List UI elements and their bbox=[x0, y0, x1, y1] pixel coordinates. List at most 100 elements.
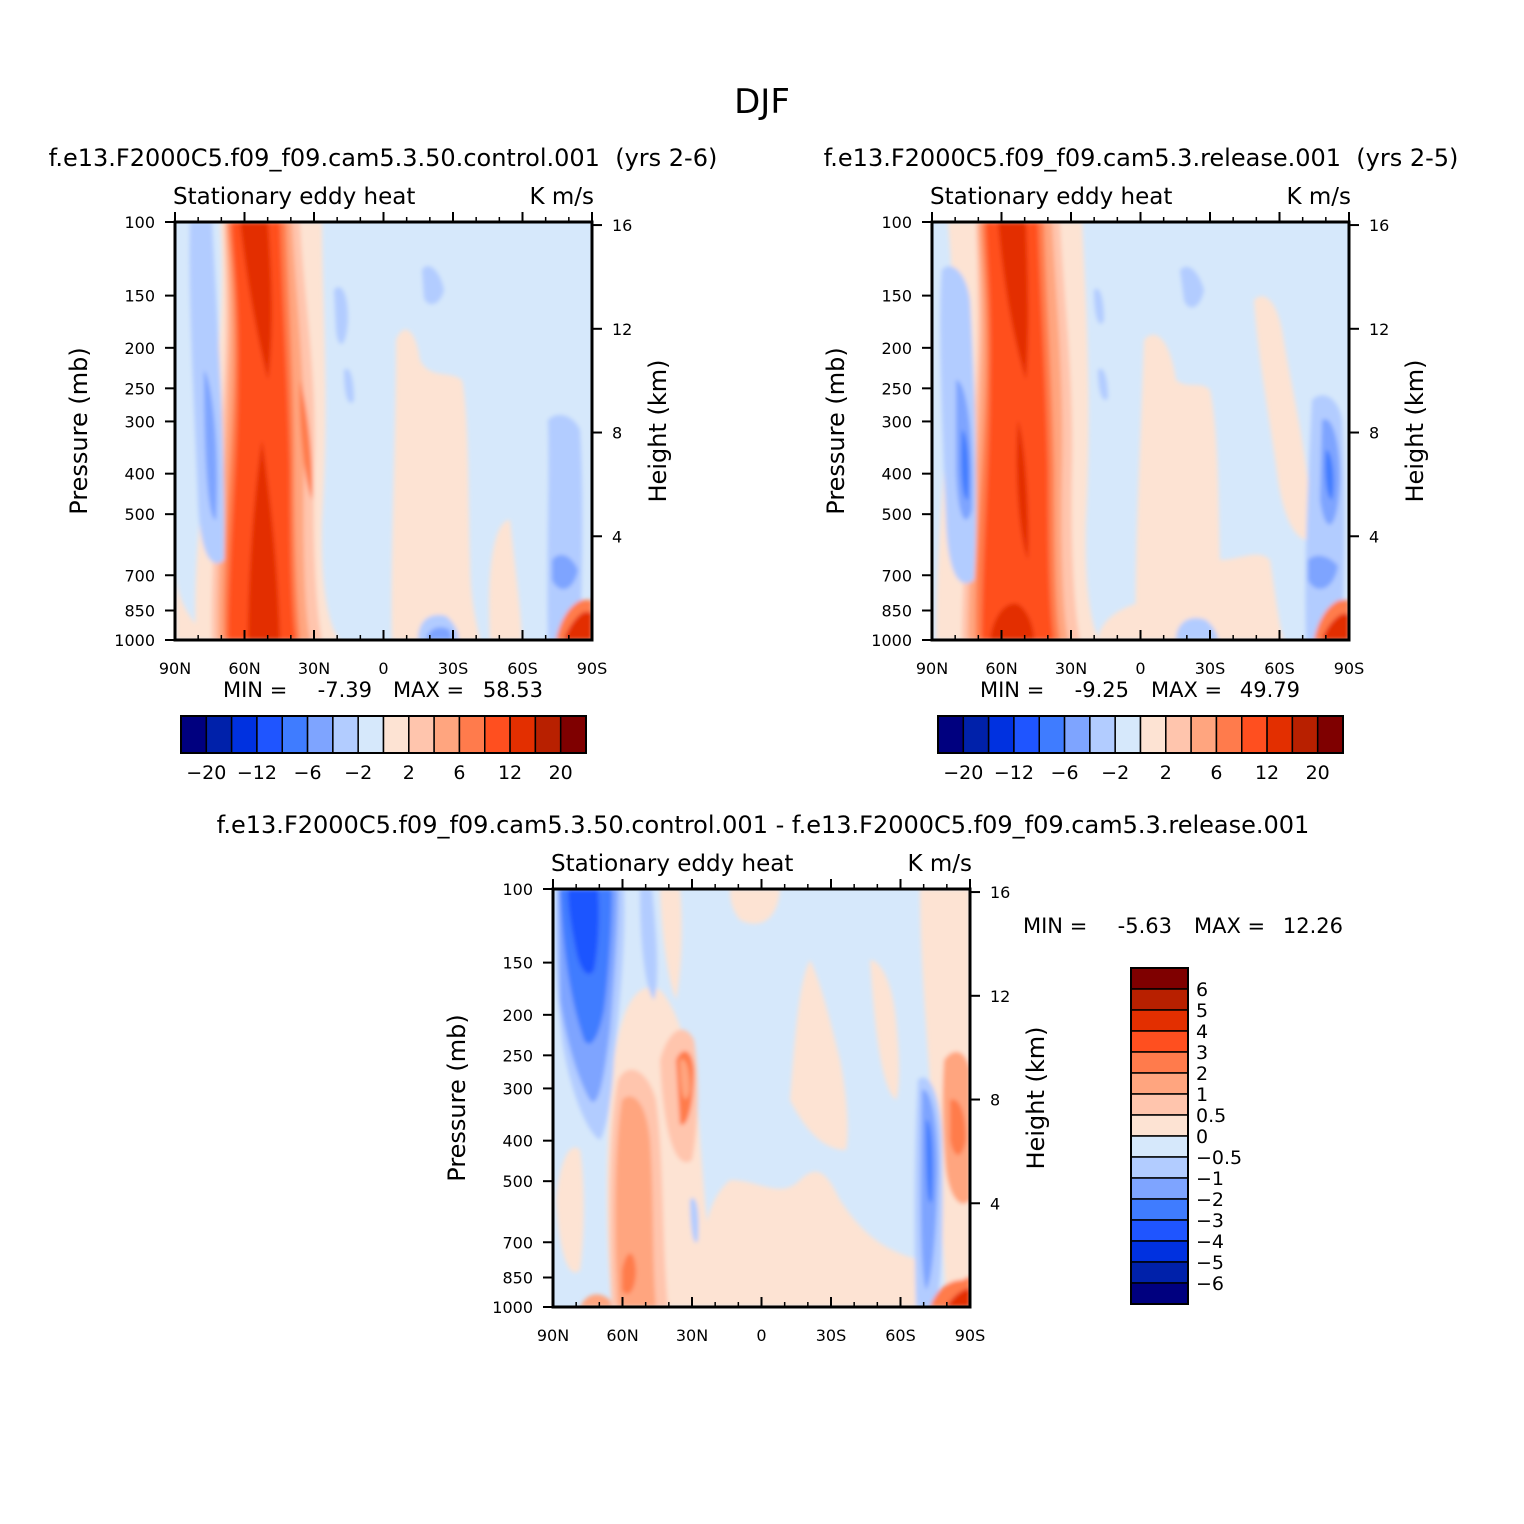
panel-control-colorbar-label: 2 bbox=[403, 762, 415, 784]
panel-release-colorbar-swatch bbox=[1266, 715, 1294, 754]
panel-release-colorbar-swatch bbox=[962, 715, 990, 754]
panel-difference-rtick-label: 4 bbox=[990, 1194, 1000, 1213]
panel-release-rtick-label: 12 bbox=[1369, 320, 1389, 339]
panel-release-ytick-label: 400 bbox=[881, 465, 912, 484]
panel-control-colorbar-swatch bbox=[205, 715, 233, 754]
panel-difference-colorbar-label: −1 bbox=[1196, 1168, 1224, 1190]
panel-difference-ytick-label: 150 bbox=[502, 954, 533, 973]
panel-control-ytick-label: 500 bbox=[124, 505, 155, 524]
panel-difference-colorbar-swatch bbox=[1130, 1093, 1189, 1116]
panel-control-ytick-label: 850 bbox=[124, 601, 155, 620]
panel-difference-colorbar-label: 2 bbox=[1196, 1063, 1208, 1085]
panel-control-colorbar-frame bbox=[180, 715, 587, 754]
panel-difference-ytick-label: 700 bbox=[502, 1233, 533, 1252]
panel-difference-colorbar-swatch bbox=[1130, 1219, 1189, 1242]
panel-release-ytick-label: 200 bbox=[881, 339, 912, 358]
panel-difference-colorbar-swatch bbox=[1130, 1072, 1189, 1095]
panel-release-ytick-label: 150 bbox=[881, 287, 912, 306]
panel-release-colorbar-label: −20 bbox=[943, 762, 983, 784]
panel-difference-colorbar-swatch bbox=[1130, 967, 1189, 990]
panel-difference-colorbar-swatch bbox=[1130, 1051, 1189, 1074]
panel-difference-right-ylabel: Height (km) bbox=[1022, 1027, 1050, 1170]
panel-control-colorbar-label: −20 bbox=[186, 762, 226, 784]
axes-layer: 90N 60N 30N 0 30S 60S 90S 100 150 200 250 300 400 500… bbox=[65, 212, 1429, 1345]
panel-control-ytick-label: 1000 bbox=[114, 631, 155, 650]
panel-control-colorbar-swatch bbox=[559, 715, 587, 754]
panel-control-ytick-label: 200 bbox=[124, 339, 155, 358]
panel-control-colorbar-swatch bbox=[382, 715, 410, 754]
panel-control-colorbar-swatch bbox=[509, 715, 537, 754]
panel-difference-rtick-label: 16 bbox=[990, 883, 1010, 902]
panel-control-xtick-label: 30N bbox=[298, 659, 330, 678]
panel-release-colorbar-swatch bbox=[1038, 715, 1066, 754]
panel-difference-xtick-label: 30N bbox=[676, 1326, 708, 1345]
panel-control-colorbar-swatch bbox=[408, 715, 435, 754]
panel-control-title: f.e13.F2000C5.f09_f09.cam5.3.50.control.… bbox=[49, 144, 718, 172]
panel-release-right-ylabel: Height (km) bbox=[1401, 360, 1429, 503]
panel-difference-xtick-label: 60N bbox=[606, 1326, 638, 1345]
panel-control-contours bbox=[175, 222, 592, 640]
panel-control-colorbar-swatch bbox=[256, 715, 283, 754]
panel-release-xtick-label: 60S bbox=[1264, 659, 1295, 678]
panel-release-title: f.e13.F2000C5.f09_f09.cam5.3.release.001… bbox=[824, 144, 1459, 172]
panel-control-ytick-label: 100 bbox=[124, 213, 155, 232]
panel-difference-ytick-label: 100 bbox=[502, 880, 533, 899]
panel-control-colorbar-label: −6 bbox=[294, 762, 322, 784]
panel-difference-contours bbox=[553, 889, 970, 1307]
panel-difference-colorbar-swatch bbox=[1130, 1135, 1189, 1158]
panel-release-colorbar-swatch bbox=[1013, 715, 1040, 754]
panel-release-colorbar-swatch bbox=[937, 715, 965, 754]
panel-release-ytick-label: 500 bbox=[881, 505, 912, 524]
panel-control: f.e13.F2000C5.f09_f09.cam5.3.50.control.… bbox=[49, 144, 718, 642]
panel-difference-max-value: 12.26 bbox=[1283, 914, 1343, 938]
panel-difference-colorbar-label: −2 bbox=[1196, 1189, 1224, 1211]
panel-difference-rtick-label: 8 bbox=[990, 1091, 1000, 1110]
panel-difference-xtick-label: 0 bbox=[756, 1326, 766, 1345]
panel-release-ytick-label: 300 bbox=[881, 412, 912, 431]
panel-control-rtick-label: 12 bbox=[612, 320, 632, 339]
panel-release-units: K m/s bbox=[1286, 184, 1351, 210]
panel-control-colorbar-label: −2 bbox=[344, 762, 372, 784]
panel-difference-xtick-label: 60S bbox=[885, 1326, 916, 1345]
panel-control-min-value: -7.39 bbox=[318, 678, 372, 702]
panel-control-colorbar-swatch bbox=[357, 715, 385, 754]
panel-release-xtick-label: 90N bbox=[916, 659, 948, 678]
panel-difference-colorbar-frame bbox=[1130, 967, 1189, 1305]
panel-release-ytick-label: 700 bbox=[881, 566, 912, 585]
panel-difference-colorbar-swatch bbox=[1130, 1030, 1189, 1053]
panel-release-colorbar-swatch bbox=[1190, 715, 1218, 754]
panel-difference-colorbar-label: −0.5 bbox=[1196, 1147, 1242, 1169]
panel-difference-units: K m/s bbox=[907, 851, 972, 877]
panel-release-colorbar-swatch bbox=[1291, 715, 1319, 754]
panel-difference-colorbar-label: −6 bbox=[1196, 1273, 1224, 1295]
panel-control-colorbar-swatch bbox=[433, 715, 461, 754]
panel-difference-xtick-label: 30S bbox=[816, 1326, 847, 1345]
panel-control-colorbar-label: 6 bbox=[453, 762, 465, 784]
panel-control-colorbar-swatch bbox=[534, 715, 562, 754]
panel-difference-colorbar-swatch bbox=[1130, 988, 1189, 1011]
panel-control-colorbar-swatch bbox=[306, 715, 334, 754]
panel-release-colorbar-label: 6 bbox=[1210, 762, 1222, 784]
panel-control-colorbar-label: −12 bbox=[237, 762, 277, 784]
panel-difference-colorbar-label: 3 bbox=[1196, 1042, 1208, 1064]
figure-title: DJF bbox=[734, 82, 790, 122]
panel-release-rtick-label: 4 bbox=[1369, 527, 1379, 546]
panel-control-colorbar-swatch bbox=[458, 715, 486, 754]
panel-release-contours bbox=[932, 222, 1349, 640]
panel-difference-colorbar-label: 0 bbox=[1196, 1126, 1208, 1148]
panel-control-colorbar-swatch bbox=[180, 715, 208, 754]
panel-difference-ytick-label: 400 bbox=[502, 1132, 533, 1151]
panel-difference-colorbar-swatch bbox=[1130, 1240, 1189, 1263]
panel-difference-xtick-label: 90S bbox=[955, 1326, 986, 1345]
panel-release-max-label: MAX = bbox=[1151, 678, 1222, 702]
panel-control-ytick-label: 250 bbox=[124, 379, 155, 398]
panel-control-xtick-label: 60N bbox=[228, 659, 260, 678]
panel-release-colorbar-label: 2 bbox=[1160, 762, 1172, 784]
panel-difference-min-value: -5.63 bbox=[1118, 914, 1172, 938]
panel-control-units: K m/s bbox=[529, 184, 594, 210]
panel-difference: f.e13.F2000C5.f09_f09.cam5.3.50.control.… bbox=[217, 811, 1309, 1309]
panel-control-ylabel: Pressure (mb) bbox=[65, 347, 93, 514]
panel-difference-left-label: Stationary eddy heat bbox=[551, 851, 793, 877]
panel-control-ytick-label: 300 bbox=[124, 412, 155, 431]
panel-control-ytick-label: 150 bbox=[124, 287, 155, 306]
